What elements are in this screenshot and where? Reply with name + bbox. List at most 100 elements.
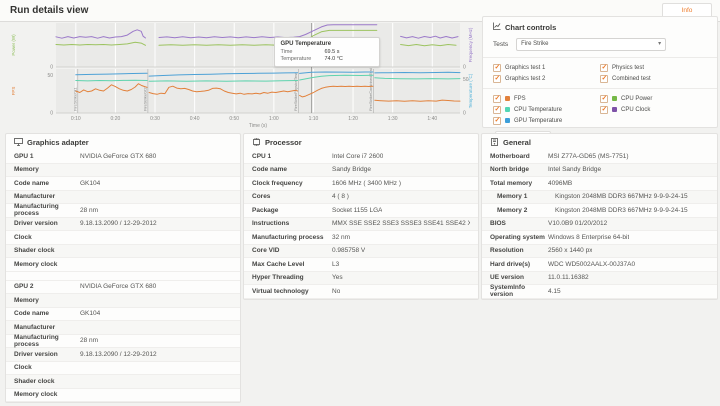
checkbox-row-combined-test[interactable]: Combined test [600, 73, 707, 84]
svg-text:1:10: 1:10 [309, 116, 319, 122]
panel-header: Processor [244, 134, 478, 150]
spec-value: GK104 [80, 310, 101, 318]
spec-row: Manufacturer [6, 190, 240, 204]
spec-row: Max Cache Level L3 [244, 258, 478, 272]
checkbox-row-fps[interactable]: FPS [493, 93, 600, 104]
spec-label: Manufacturer [14, 323, 56, 331]
spec-value: 4 ( 8 ) [332, 193, 349, 201]
spec-label: Operating system [490, 233, 545, 241]
spec-label: Shader clock [14, 247, 55, 255]
svg-text:FPS: FPS [11, 87, 16, 96]
checkbox-graphics-test-1[interactable] [493, 63, 501, 72]
checkbox-row-graphics-test-1[interactable]: Graphics test 1 [493, 62, 600, 73]
spec-label: CPU 1 [252, 152, 272, 160]
spec-value: 0.985758 V [332, 247, 366, 255]
checkbox-row-cpu-power[interactable]: CPU Power [600, 93, 707, 104]
spec-value: 11.0.11.16382 [548, 274, 589, 282]
checkbox-cpu-power[interactable] [600, 94, 608, 103]
spec-value: 28 nm [80, 206, 99, 214]
checkbox-label: CPU Power [621, 95, 653, 102]
svg-text:0: 0 [463, 65, 466, 71]
checkbox-gpu-temperature[interactable] [493, 116, 501, 125]
checkbox-label: CPU Clock [621, 106, 651, 113]
spec-value: Yes [332, 274, 343, 282]
spec-label: Hyper Threading [252, 274, 304, 282]
spec-label: Virtual technology [252, 287, 309, 295]
spec-row: Package Socket 1155 LGA [244, 204, 478, 218]
spec-row: Memory [6, 294, 240, 308]
chip-icon [252, 137, 261, 148]
spec-value: 9.18.13.2090 / 12-29-2012 [80, 350, 157, 358]
checkbox-row-cpu-temperature[interactable]: CPU Temperature [493, 104, 600, 115]
spec-label: Cores [252, 193, 271, 201]
page-title: Run details view [10, 5, 89, 16]
svg-text:0: 0 [463, 111, 466, 117]
spec-label: Manufacturing process [14, 333, 59, 348]
spec-row: North bridge Intel Sandy Bridge [482, 163, 717, 177]
run-chart[interactable]: 0:10 0:20 0:30 0:40 0:50 1:00 1:10 1:20 1:30 1:40… [8, 22, 478, 130]
svg-text:Temperature (°C): Temperature (°C) [468, 73, 473, 108]
spec-row: Manufacturing process 28 nm [6, 203, 240, 218]
spec-row: UE version 11.0.11.16382 [482, 271, 717, 285]
checkbox-combined-test[interactable] [600, 74, 608, 83]
monitor-icon [14, 137, 23, 148]
spec-label: Code name [14, 179, 50, 187]
checkbox-row-graphics-test-2[interactable]: Graphics test 2 [493, 73, 600, 84]
spec-row: Operating system Windows 8 Enterprise 64-… [482, 231, 717, 245]
checkbox-row-gpu-temperature[interactable]: GPU Temperature [493, 115, 600, 126]
checkbox-row-cpu-clock[interactable]: CPU Clock [600, 104, 707, 115]
spec-row: Code name Sandy Bridge [244, 163, 478, 177]
svg-text:1:40: 1:40 [427, 116, 437, 122]
general-panel: General Motherboard MSI Z77A-GD65 (MS-7751… [481, 133, 718, 300]
spec-label: Code name [252, 166, 288, 174]
tooltip-title: GPU Temperature [280, 41, 332, 47]
spec-value: 4.15 [548, 287, 561, 295]
svg-text:1:30: 1:30 [388, 116, 398, 122]
series-swatch-cpu-clock [612, 107, 617, 112]
spec-value: MSI Z77A-GD65 (MS-7751) [548, 152, 629, 160]
spec-label: Clock [14, 233, 32, 241]
spec-row: Memory [6, 163, 240, 177]
spec-label: Memory 1 [497, 193, 528, 201]
svg-text:0:30: 0:30 [150, 116, 160, 122]
tests-select[interactable]: Fire Strike ▾ [516, 38, 667, 51]
spec-value: V10.0B9 01/20/2012 [548, 220, 608, 228]
checkbox-physics-test[interactable] [600, 63, 608, 72]
spec-value: 2560 x 1440 px [548, 247, 593, 255]
svg-text:1:00: 1:00 [269, 116, 279, 122]
checkbox-row-physics-test[interactable]: Physics test [600, 62, 707, 73]
chart-controls-panel: Chart controls Tests Fire Strike ▾ Graph… [482, 16, 718, 145]
spec-row: GPU 1 NVIDIA GeForce GTX 680 [6, 150, 240, 164]
tooltip-row: Temperature 74.0 °C [280, 56, 343, 62]
spec-label: Max Cache Level [252, 260, 305, 268]
spec-value: Intel Sandy Bridge [548, 166, 602, 174]
spec-row: CPU 1 Intel Core i7 2600 [244, 150, 478, 164]
panel-header: Graphics adapter [6, 134, 240, 150]
spec-row: Shader clock [6, 244, 240, 258]
spec-row: Manufacturing process 32 nm [244, 231, 478, 245]
spec-row: Clock [6, 362, 240, 375]
spec-row: Core VID 0.985758 V [244, 244, 478, 258]
panel-header: General [482, 134, 717, 150]
spec-label: Memory clock [14, 391, 58, 399]
checkbox-cpu-clock[interactable] [600, 105, 608, 114]
spec-label: Manufacturing process [14, 203, 59, 218]
svg-text:Frequency (MHz): Frequency (MHz) [468, 27, 473, 62]
checkbox-graphics-test-2[interactable] [493, 74, 501, 83]
svg-text:Power (W): Power (W) [11, 34, 16, 56]
spec-row: Code name GK104 [6, 177, 240, 191]
svg-text:0: 0 [50, 111, 53, 117]
spec-row: Cores 4 ( 8 ) [244, 190, 478, 204]
chart-icon [493, 22, 501, 32]
spec-value: Windows 8 Enterprise 64-bit [548, 233, 630, 241]
spec-value: 32 nm [332, 233, 351, 241]
panel-title: General [503, 138, 531, 147]
spec-label: Driver version [14, 220, 58, 228]
spec-row: Memory 1 Kingston 2048MB DDR3 667MHz 9-9-… [482, 190, 717, 204]
checkbox-fps[interactable] [493, 94, 501, 103]
spec-label: Hard drive(s) [490, 260, 531, 268]
processor-panel: Processor CPU 1 Intel Core i7 2600 Code nam… [243, 133, 479, 300]
spec-row: Clock [6, 231, 240, 245]
checkbox-cpu-temperature[interactable] [493, 105, 501, 114]
chart-canvas: 0:10 0:20 0:30 0:40 0:50 1:00 1:10 1:20 1:30 1:40… [11, 23, 473, 129]
